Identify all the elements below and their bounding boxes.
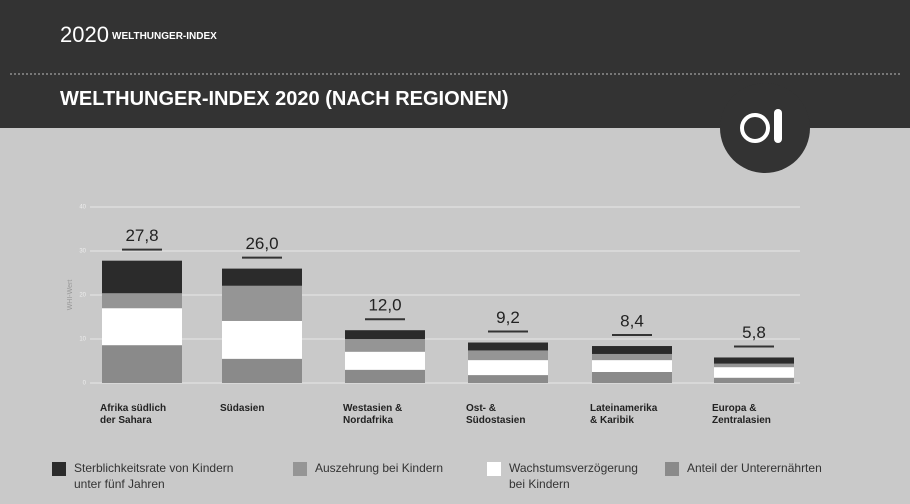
year: 2020: [60, 22, 109, 47]
value-label: 26,0: [245, 234, 278, 253]
legend-label: Anteil der Unterernährten: [687, 461, 822, 475]
bar-segment: [102, 293, 182, 309]
bar-segment: [102, 308, 182, 346]
x-tick-label: Europa & Zentralasien: [712, 403, 771, 426]
legend-label: Wachstumsverzögerung bei Kindern: [509, 461, 638, 491]
value-label: 5,8: [742, 323, 766, 342]
x-tick-label: Afrika südlich der Sahara: [100, 403, 167, 426]
bar-segment: [592, 353, 672, 361]
chart-title: WELTHUNGER-INDEX 2020 (NACH REGIONEN): [60, 88, 509, 110]
bar-segment: [222, 268, 302, 286]
legend-label: Auszehrung bei Kindern: [315, 461, 444, 475]
brand: WELTHUNGER-INDEX: [112, 31, 217, 42]
bar-segment: [345, 351, 425, 370]
bar-segment: [345, 369, 425, 383]
bar-segment: [714, 363, 794, 368]
value-label: 27,8: [125, 226, 158, 245]
bar-segment: [468, 360, 548, 376]
legend-swatch: [487, 462, 501, 476]
bar-segment: [468, 375, 548, 383]
legend-swatch: [52, 462, 66, 476]
x-tick-label: Ost- & Südostasien: [466, 403, 526, 426]
divider: [10, 73, 900, 75]
bar-segment: [714, 377, 794, 383]
bar-segment: [222, 285, 302, 321]
value-label: 8,4: [620, 312, 644, 331]
bar-segment: [714, 357, 794, 364]
value-label: 9,2: [496, 308, 520, 327]
value-label: 12,0: [368, 296, 401, 315]
bar-segment: [592, 360, 672, 372]
y-tick-label: 0: [83, 381, 87, 387]
x-tick-label: Westasien & Nordafrika: [343, 403, 403, 426]
bar-segment: [222, 358, 302, 383]
bar-segment: [102, 260, 182, 294]
legend-swatch: [293, 462, 307, 476]
x-tick-label: Lateinamerika & Karibik: [590, 403, 658, 426]
legend-label: Sterblichkeitsrate von Kindern unter fün…: [74, 461, 234, 491]
y-tick-label: 40: [79, 205, 86, 211]
bar-segment: [345, 339, 425, 352]
bar-segment: [592, 372, 672, 383]
bar-segment: [222, 320, 302, 359]
bar-segment: [468, 350, 548, 361]
bar-segment: [592, 346, 672, 354]
y-tick-label: 30: [79, 249, 86, 255]
y-label: WHI-Wert: [67, 280, 74, 311]
bar-segment: [102, 345, 182, 383]
bar-segment: [345, 330, 425, 339]
icon: [720, 83, 810, 173]
bar-segment: [714, 367, 794, 378]
y-tick-label: 10: [79, 337, 86, 343]
bar-segment: [468, 342, 548, 351]
x-tick-label: Südasien: [220, 403, 265, 414]
y-tick-label: 20: [79, 293, 86, 299]
legend-swatch: [665, 462, 679, 476]
